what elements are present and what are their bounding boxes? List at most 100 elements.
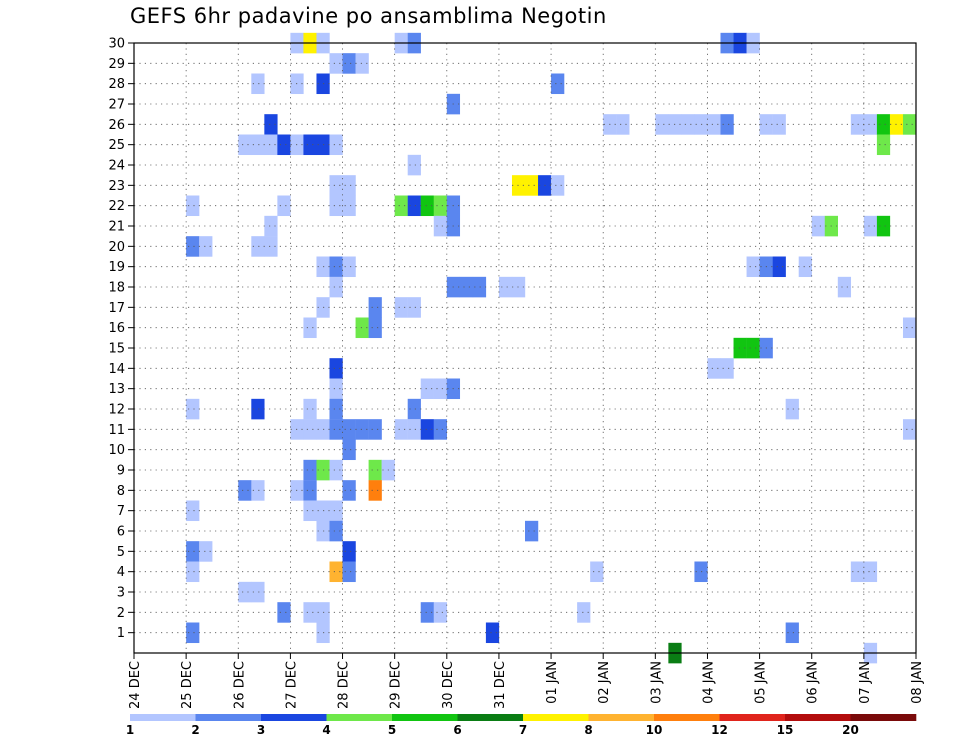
heatmap-cell <box>342 53 356 74</box>
heatmap-cell <box>186 195 200 217</box>
heatmap-cell <box>342 439 356 461</box>
colorbar-tick-label: 6 <box>453 723 461 737</box>
y-tick-label: 21 <box>108 220 125 235</box>
y-tick-label: 4 <box>117 565 125 580</box>
colorbar-tick-label: 15 <box>777 723 794 737</box>
colorbar-tick-label: 1 <box>126 723 134 737</box>
x-tick-label: 08 JAN <box>910 661 925 704</box>
y-tick-label: 18 <box>108 281 125 296</box>
y-tick-label: 28 <box>108 77 125 92</box>
heatmap-cell <box>863 561 878 583</box>
colorbar-tick-label: 12 <box>711 723 728 737</box>
heatmap-cell <box>303 480 317 501</box>
heatmap-cell <box>407 297 421 318</box>
heatmap-cell <box>368 419 382 440</box>
x-tick-label: 02 JAN <box>597 661 612 704</box>
heatmap-cell <box>329 520 343 542</box>
heatmap-cell <box>251 398 265 420</box>
y-tick-label: 25 <box>108 138 125 153</box>
y-tick-label: 24 <box>108 159 125 174</box>
y-tick-label: 10 <box>108 443 125 458</box>
heatmap-cell <box>329 459 343 481</box>
colorbar-tick-label: 7 <box>519 723 527 737</box>
y-tick-label: 2 <box>117 606 125 621</box>
y-tick-label: 3 <box>117 586 125 601</box>
x-tick-label: 28 DEC <box>337 661 352 709</box>
y-tick-label: 8 <box>117 484 125 499</box>
heatmap-cell <box>863 114 878 135</box>
heatmap-cell <box>329 358 343 379</box>
y-tick-label: 14 <box>108 362 125 377</box>
heatmap-cell <box>472 276 487 298</box>
x-tick-label: 07 JAN <box>858 661 873 704</box>
heatmap-cell <box>616 114 630 135</box>
colorbar-swatch <box>130 714 196 721</box>
y-tick-label: 6 <box>117 525 125 540</box>
colorbar: 1 2 3 4 5 6 7 8 10 12 15 20 <box>126 714 917 737</box>
heatmap-cell <box>329 195 343 217</box>
y-tick-label: 30 <box>108 37 125 52</box>
heatmap-cell <box>590 561 604 583</box>
x-tick-label: 25 DEC <box>180 661 195 709</box>
colorbar-swatch <box>195 714 262 721</box>
heatmap-cell <box>850 561 865 583</box>
colorbar-swatch <box>719 714 786 721</box>
y-tick-label: 9 <box>117 464 125 479</box>
y-tick-label: 7 <box>117 504 125 519</box>
y-tick-label: 20 <box>108 240 125 255</box>
heatmap-cell <box>420 419 434 440</box>
y-tick-label: 16 <box>108 321 125 336</box>
heatmap-cell <box>199 236 213 257</box>
heatmap-cell <box>433 602 447 623</box>
heatmap-cell <box>303 398 317 420</box>
heatmap-cell <box>342 561 356 583</box>
heatmap-cell <box>186 541 200 562</box>
heatmap-cell <box>577 602 591 623</box>
y-tick-label: 12 <box>108 403 125 418</box>
heatmap-cell <box>902 419 917 440</box>
y-tick-label: 27 <box>108 98 125 113</box>
heatmap-cell <box>303 419 317 440</box>
heatmap-cell <box>186 398 200 420</box>
colorbar-swatch <box>392 714 458 721</box>
x-tick-label: 01 JAN <box>545 661 560 704</box>
heatmap-cell <box>329 256 343 278</box>
colorbar-swatch <box>326 714 393 721</box>
heatmap-cell <box>485 622 500 644</box>
colorbar-tick-label: 4 <box>322 723 330 737</box>
colorbar-swatch <box>457 714 524 721</box>
heatmap-cell <box>329 419 343 440</box>
y-axis: 1234567891011121314151617181920212223242… <box>108 37 134 641</box>
colorbar-tick-label: 20 <box>842 723 859 737</box>
colorbar-tick-label: 8 <box>584 723 592 737</box>
heatmap-cell <box>277 195 291 217</box>
x-tick-label: 24 DEC <box>128 661 143 709</box>
heatmap-cell <box>811 215 825 237</box>
y-tick-label: 19 <box>108 260 125 275</box>
heatmap-cell <box>785 398 799 420</box>
y-tick-label: 29 <box>108 57 125 72</box>
heatmap-cell <box>342 419 356 440</box>
x-tick-label: 26 DEC <box>232 661 247 709</box>
heatmap-cell <box>407 154 421 176</box>
heatmap-cell <box>199 541 213 562</box>
heatmap-cell <box>329 398 343 420</box>
heatmap-cell <box>902 114 917 135</box>
x-axis: 24 DEC 25 DEC 26 DEC 27 DEC 28 DEC 29 DEC 30 D… <box>128 653 925 709</box>
heatmap-cell <box>264 215 278 237</box>
x-tick-label: 29 DEC <box>389 661 404 709</box>
y-tick-label: 11 <box>108 423 125 438</box>
heatmap-cell <box>303 317 317 339</box>
heatmap-cell <box>329 134 343 156</box>
x-tick-label: 05 JAN <box>754 661 769 704</box>
heatmap-cell <box>329 53 343 74</box>
heatmap-cell <box>355 53 369 74</box>
heatmap-cell <box>733 337 747 359</box>
heatmap-cell <box>850 114 865 135</box>
heatmap-cell <box>251 73 265 95</box>
heatmap-cell <box>368 297 382 318</box>
heatmap-cell <box>720 114 734 135</box>
heatmap-cell <box>551 175 565 196</box>
heatmap-cell <box>720 358 734 379</box>
